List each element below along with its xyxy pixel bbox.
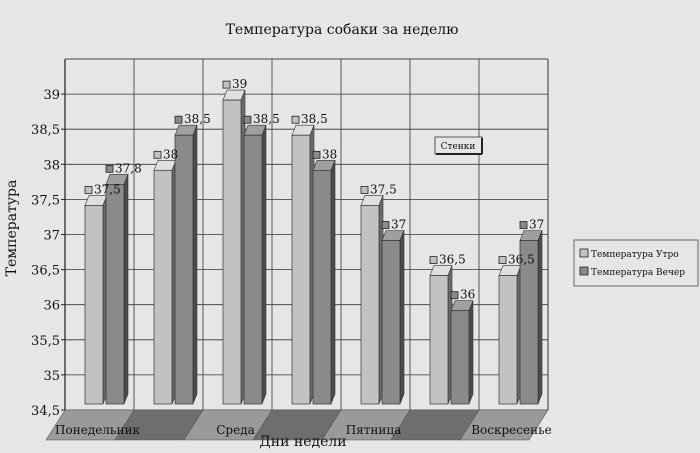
data-label: 37 [391,218,406,232]
data-label: 36 [460,288,475,302]
bar-side [330,160,336,405]
data-label-marker [174,115,183,124]
y-tick-label: 36 [43,299,60,314]
y-axis-ticks: 34,5 35 35,5 36 36,5 37 37,5 38 38,5 39 [31,88,65,419]
bar [519,240,539,405]
bar [498,275,518,405]
data-label-marker [450,291,459,300]
y-tick-label: 39 [43,88,60,103]
data-label: 36,5 [508,253,535,267]
bar-side [123,174,129,405]
bar-side [261,125,267,405]
data-label-marker [381,221,390,229]
chart-floor [45,409,549,441]
bar [153,169,173,405]
x-tick-label: Среда [216,423,255,437]
legend: Температура Утро Температура Вечер [573,239,699,287]
data-label: 36,5 [439,253,466,267]
bar [291,134,311,405]
data-label-marker [429,256,438,265]
data-label: 38 [163,147,178,161]
annotation-label: Стенки [441,142,476,152]
data-label: 38 [322,147,337,161]
bar [174,134,194,405]
chart-title: Температура собаки за неделю [226,22,459,38]
data-label: 38,5 [301,112,328,126]
data-label: 38,5 [253,112,280,126]
y-axis-title: Температура [4,180,20,277]
x-tick-label: Понедельник [55,423,140,437]
y-tick-label: 38 [43,158,60,173]
data-label: 37 [529,218,544,232]
data-label-marker [84,185,93,194]
legend-swatch [579,266,589,276]
bar [312,169,332,405]
x-tick-label: Пятница [346,423,402,437]
bar-side [537,230,543,405]
bar-side [399,230,405,405]
data-label: 37,5 [370,182,397,196]
data-labels: 37,5 38 39 38,5 37,5 36,5 36,5 37,8 38,5 38,5 38 37… [84,77,544,302]
floor-segment [459,409,549,441]
bar [381,240,401,405]
data-label-marker [360,185,369,194]
data-label-marker [153,150,162,159]
legend-swatch [579,248,589,258]
data-label: 37,5 [94,182,121,196]
data-label-marker [519,221,528,229]
bar-side [468,300,474,405]
bar [429,275,449,405]
data-label: 37,8 [115,161,142,175]
legend-label: Температура Вечер [591,268,685,278]
data-label-marker [243,115,252,124]
x-axis-ticks: Понедельник Среда Пятница Воскресенье [55,423,552,437]
y-tick-label: 35,5 [31,334,60,349]
x-axis-title: Дни недели [259,434,346,450]
y-tick-label: 36,5 [31,264,60,279]
annotation-box: Стенки [434,136,483,155]
bar [243,134,263,405]
data-label-marker [105,164,114,173]
y-tick-label: 38,5 [31,123,60,138]
x-tick-label: Воскресенье [471,423,552,437]
bar [105,183,125,405]
legend-label: Температура Утро [591,250,679,260]
bar [222,99,242,405]
data-label-marker [498,256,507,265]
bar-side [192,125,198,405]
bars [84,89,543,405]
bar [450,310,470,405]
data-label-marker [312,150,321,159]
data-label-marker [222,80,231,89]
y-tick-label: 37 [43,229,60,244]
y-tick-label: 37,5 [31,193,60,208]
bar [360,205,380,405]
data-label: 39 [232,77,247,91]
bar [84,205,104,405]
y-tick-label: 35 [43,369,60,384]
y-tick-label: 34,5 [31,404,60,419]
data-label: 38,5 [184,112,211,126]
data-label-marker [291,115,300,124]
